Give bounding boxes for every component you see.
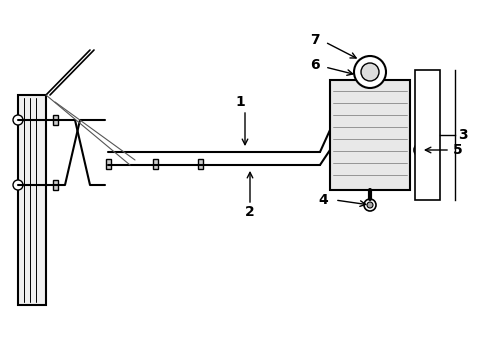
Circle shape — [361, 63, 379, 81]
Text: 3: 3 — [458, 128, 467, 142]
Circle shape — [13, 115, 23, 125]
Circle shape — [364, 199, 376, 211]
Text: 4: 4 — [318, 193, 328, 207]
Bar — [152, 159, 157, 169]
Text: 7: 7 — [310, 33, 320, 47]
Text: 6: 6 — [310, 58, 320, 72]
Text: 5: 5 — [453, 143, 463, 157]
Text: 2: 2 — [245, 205, 255, 219]
Bar — [52, 180, 57, 190]
Circle shape — [354, 56, 386, 88]
Bar — [197, 159, 202, 169]
Text: 1: 1 — [235, 95, 245, 109]
Bar — [330, 80, 410, 190]
Bar — [105, 159, 111, 169]
Circle shape — [13, 180, 23, 190]
Bar — [415, 70, 440, 200]
Circle shape — [367, 202, 373, 208]
Circle shape — [414, 143, 428, 157]
Bar — [18, 95, 46, 305]
Bar — [52, 115, 57, 125]
